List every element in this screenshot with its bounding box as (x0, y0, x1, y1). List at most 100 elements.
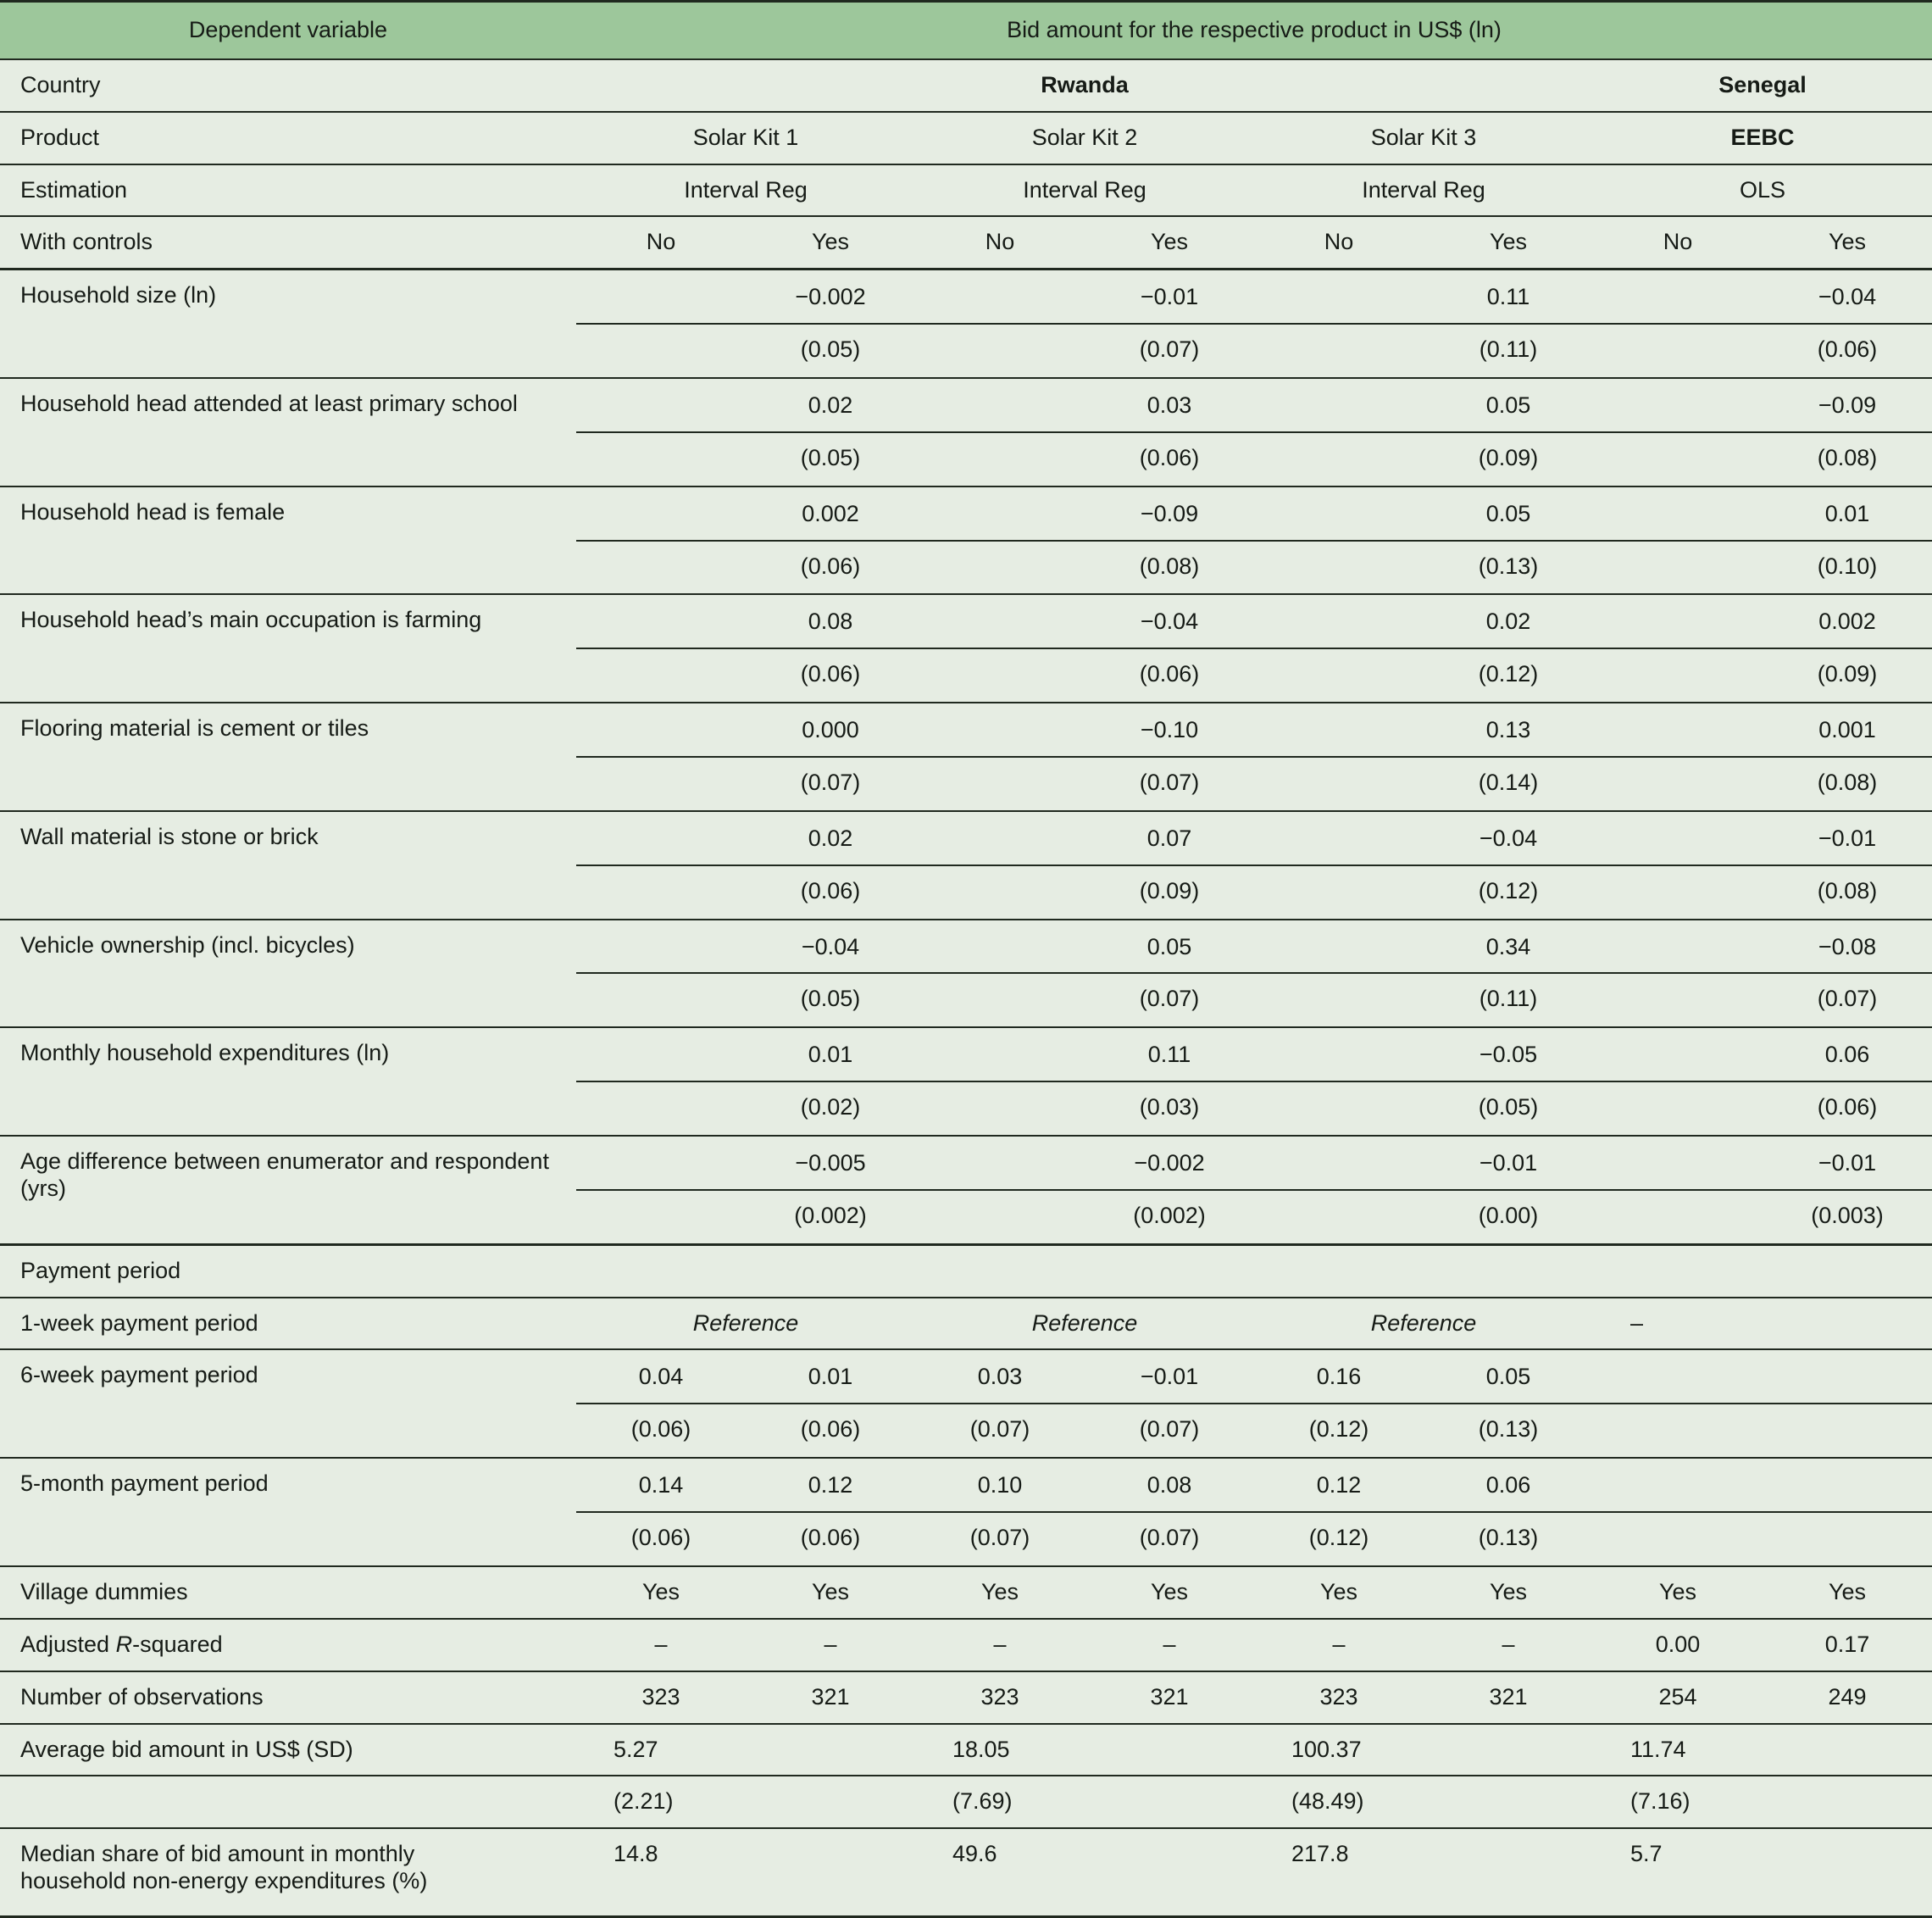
estimation-cell: Interval Reg (915, 163, 1254, 217)
coef-row-farming: Household head’s main occupation is farm… (0, 593, 1932, 703)
table-header-row: Dependent variable Bid amount for the re… (0, 1, 1932, 59)
row-label-household-size: Household size (ln) (0, 268, 576, 379)
empty-cell (915, 1081, 1085, 1137)
coef-se: (0.12) (1254, 1403, 1424, 1459)
coef-value: 0.06 (1763, 1026, 1932, 1082)
coef-se: (0.06) (576, 1511, 746, 1566)
product-cell: Solar Kit 3 (1254, 110, 1593, 164)
coef-value: 0.02 (746, 377, 915, 432)
obs-cell: 321 (1085, 1670, 1254, 1724)
median-share-value: 14.8 (576, 1827, 915, 1917)
empty-cell (915, 593, 1085, 649)
estimation-label: Estimation (0, 163, 576, 217)
coef-value: 0.07 (1085, 809, 1254, 865)
empty-cell (1763, 1403, 1932, 1459)
empty-cell (915, 1188, 1085, 1245)
coef-se: (0.003) (1763, 1188, 1932, 1245)
adj-r-cell: – (576, 1617, 746, 1671)
empty-cell (915, 648, 1085, 703)
controls-cell: Yes (746, 215, 915, 270)
empty-cell (576, 702, 746, 758)
empty-cell (915, 864, 1085, 920)
coef-value: −0.09 (1085, 485, 1254, 541)
row-label-five-month: 5-month payment period (0, 1457, 576, 1566)
country-senegal: Senegal (1593, 58, 1932, 112)
avg-bid-sd: (2.21) (576, 1775, 915, 1829)
coef-se: (0.12) (1254, 1511, 1424, 1566)
empty-cell (1254, 268, 1424, 325)
coef-se: (0.09) (1424, 431, 1593, 486)
dash-cell: – (1593, 1296, 1932, 1350)
coef-value: 0.16 (1254, 1348, 1424, 1404)
coef-value: 0.34 (1424, 918, 1593, 974)
empty-cell (1593, 377, 1763, 432)
coef-value: −0.05 (1424, 1026, 1593, 1082)
coef-row-wall: Wall material is stone or brick 0.02 0.0… (0, 809, 1932, 920)
controls-cell: No (576, 215, 746, 270)
coef-se: (0.07) (1763, 972, 1932, 1028)
village-dummies-row: Village dummies Yes Yes Yes Yes Yes Yes … (0, 1565, 1932, 1619)
empty-cell (1593, 1511, 1763, 1566)
empty-cell (915, 539, 1085, 595)
row-label-expenditures: Monthly household expenditures (ln) (0, 1026, 576, 1137)
coef-se: (0.06) (746, 864, 915, 920)
country-label: Country (0, 58, 576, 112)
empty-cell (576, 268, 746, 325)
country-row: Country Rwanda Senegal (0, 58, 1932, 112)
coef-value: −0.09 (1763, 377, 1932, 432)
coef-row-expenditures: Monthly household expenditures (ln) 0.01… (0, 1026, 1932, 1137)
adjusted-r-squared-row: Adjusted R-squared – – – – – – 0.00 0.17 (0, 1617, 1932, 1671)
avg-bid-value: 18.05 (915, 1722, 1254, 1776)
empty-cell (1254, 1188, 1424, 1245)
row-label-vehicle: Vehicle ownership (incl. bicycles) (0, 918, 576, 1028)
controls-cell: Yes (1424, 215, 1593, 270)
median-share-value: 217.8 (1254, 1827, 1593, 1917)
with-controls-label: With controls (0, 215, 576, 270)
coef-value: 0.10 (915, 1457, 1085, 1513)
coef-value: −0.005 (746, 1135, 915, 1190)
coef-se: (0.05) (746, 972, 915, 1028)
coef-value: 0.01 (746, 1026, 915, 1082)
controls-cell: Yes (1763, 215, 1932, 270)
coef-value: −0.04 (1763, 268, 1932, 325)
empty-cell (576, 864, 746, 920)
obs-cell: 321 (1424, 1670, 1593, 1724)
coef-se: (0.08) (1085, 539, 1254, 595)
coef-se: (0.07) (1085, 1511, 1254, 1566)
empty-cell (1593, 972, 1763, 1028)
empty-cell (1254, 809, 1424, 865)
product-label: Product (0, 110, 576, 164)
empty-cell (1593, 864, 1763, 920)
row-label-one-week: 1-week payment period (0, 1296, 576, 1350)
empty-cell (576, 323, 746, 379)
empty-cell (576, 918, 746, 974)
obs-cell: 249 (1763, 1670, 1932, 1724)
median-share-row: Median share of bid amount in monthly ho… (0, 1827, 1932, 1917)
controls-cell: No (915, 215, 1085, 270)
empty-cell (1254, 648, 1424, 703)
empty-cell (576, 1081, 746, 1137)
row-label-six-week: 6-week payment period (0, 1348, 576, 1459)
empty-cell (1593, 1348, 1763, 1404)
coef-se: (0.09) (1085, 864, 1254, 920)
empty-cell (576, 431, 746, 486)
coef-value: 0.13 (1424, 702, 1593, 758)
coef-value: 0.14 (576, 1457, 746, 1513)
reference-cell: Reference (915, 1296, 1254, 1350)
coef-se: (0.05) (1424, 1081, 1593, 1137)
estimation-cell: Interval Reg (576, 163, 915, 217)
adj-r-label-post: -squared (132, 1631, 223, 1657)
coef-row-head-female: Household head is female 0.002 −0.09 0.0… (0, 485, 1932, 595)
coef-value: −0.04 (1424, 809, 1593, 865)
empty-cell (1593, 268, 1763, 325)
empty-cell (1593, 1135, 1763, 1190)
village-cell: Yes (1085, 1565, 1254, 1619)
se-row: (0.07) (0.07) (0.14) (0.08) (0, 756, 1932, 811)
controls-cell: No (1593, 215, 1763, 270)
coef-se: (0.002) (746, 1188, 915, 1245)
coef-se: (0.07) (1085, 1403, 1254, 1459)
empty-cell (1254, 864, 1424, 920)
coef-row-age-difference: Age difference between enumerator and re… (0, 1135, 1932, 1245)
village-cell: Yes (1763, 1565, 1932, 1619)
product-cell-eebc: EEBC (1593, 110, 1932, 164)
